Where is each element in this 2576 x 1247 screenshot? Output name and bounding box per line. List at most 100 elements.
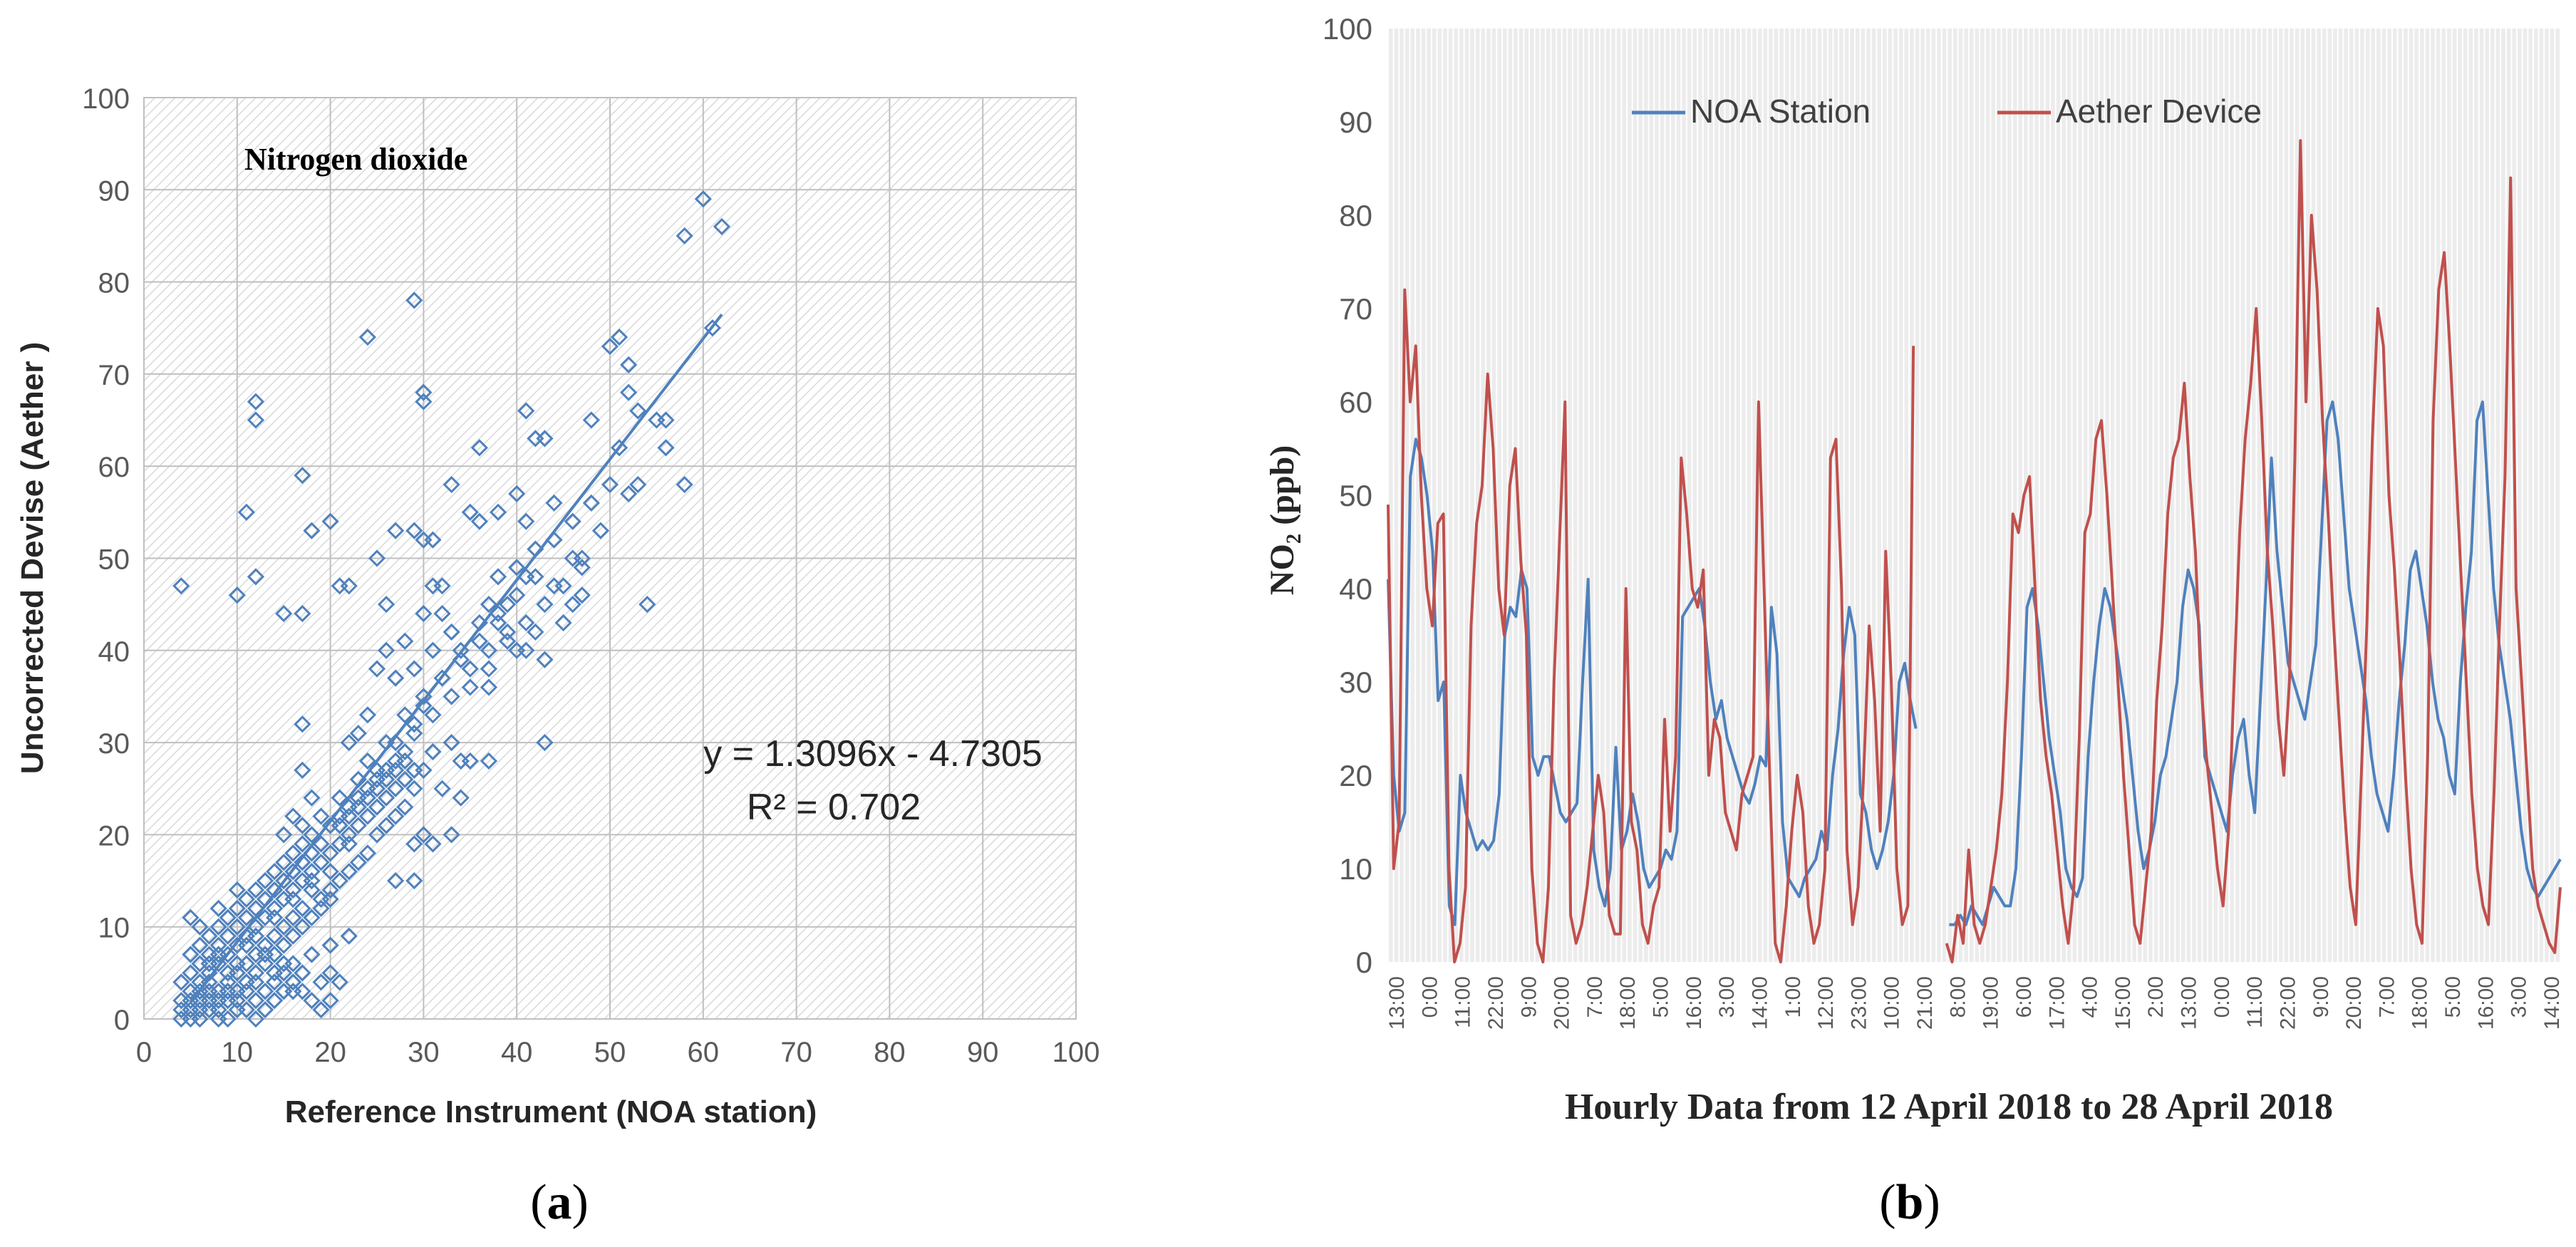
scatter-point	[461, 503, 479, 521]
scatter-point	[508, 559, 526, 576]
scatter-point	[573, 586, 591, 604]
x-tick-labels-b: 13:00 0:00 11:00 22:00 9:00 20:00 7:00 18:00 5:0…	[1385, 976, 2564, 1030]
scatter-point	[284, 955, 302, 973]
scatter-point	[396, 632, 414, 650]
y-tick-label: 80	[98, 268, 130, 299]
scatter-point	[321, 881, 339, 899]
x-tick-label: 11:00	[2243, 976, 2267, 1028]
scatter-point	[396, 706, 414, 724]
x-tick-label: 12:00	[1814, 976, 1838, 1030]
scatter-point	[340, 835, 358, 853]
scatter-point	[275, 964, 293, 982]
scatter-point	[489, 614, 507, 632]
scatter-point	[284, 927, 302, 945]
scatter-point	[470, 512, 489, 530]
scatter-point	[358, 752, 377, 770]
scatter-point	[247, 411, 265, 429]
scatter-point	[387, 871, 405, 890]
scatter-point	[256, 936, 274, 954]
y-tick-label: 70	[1339, 292, 1372, 326]
scatter-point	[610, 328, 629, 346]
panel-label-b-letter: b	[1896, 1175, 1924, 1230]
scatter-point	[527, 623, 544, 641]
scatter-point	[219, 983, 237, 1000]
scatter-point	[396, 770, 414, 788]
scatter-point	[415, 697, 433, 715]
scatter-point	[219, 964, 237, 982]
scatter-point	[508, 586, 526, 604]
scatter-point	[405, 871, 423, 890]
scatter-point	[321, 844, 339, 862]
scatter-point	[284, 881, 302, 899]
scatter-point	[210, 992, 227, 1010]
scatter-point	[424, 706, 442, 724]
scatter-point	[237, 890, 256, 909]
scatter-point	[294, 964, 311, 982]
y-tick-labels-a: 0 10 20 30 40 50 60 70 80 90 100	[82, 83, 130, 1036]
scatter-point	[489, 503, 507, 521]
scatter-point	[331, 973, 348, 991]
x-tick-label: 22:00	[1484, 976, 1508, 1030]
scatter-point	[284, 973, 302, 991]
scatter-point	[480, 641, 498, 659]
scatter-point	[321, 890, 339, 909]
scatter-point	[200, 973, 218, 991]
x-axis-title-b: Hourly Data from 12 April 2018 to 28 Apr…	[1565, 1087, 2333, 1127]
y-tick-label: 40	[1339, 572, 1372, 606]
y-tick-label: 30	[98, 728, 130, 760]
scatter-point	[265, 909, 284, 926]
scatter-point	[331, 817, 348, 834]
scatter-point	[703, 319, 722, 337]
scatter-point	[443, 623, 460, 641]
scatter-point	[517, 402, 535, 420]
legend-label-noa: NOA Station	[1690, 93, 1871, 130]
scatter-point	[247, 992, 265, 1010]
scatter-point	[200, 927, 218, 945]
x-tick-label: 11:00	[1452, 976, 1475, 1028]
scatter-point	[396, 742, 414, 761]
scatter-point	[657, 411, 675, 429]
scatter-point	[377, 817, 395, 834]
scatter-point	[554, 577, 572, 595]
scatter-point	[312, 854, 330, 871]
y-tick-label: 60	[1339, 386, 1372, 419]
scatter-point	[498, 596, 517, 614]
scatter-point	[256, 871, 274, 890]
scatter-point	[470, 439, 489, 457]
grid-lines-a	[143, 97, 1077, 1020]
scatter-point	[629, 402, 647, 420]
scatter-point	[219, 909, 237, 926]
y-tick-labels-b: 0 10 20 30 40 50 60 70 80 90 100	[1323, 12, 1372, 979]
scatter-point	[265, 899, 284, 917]
x-tick-label: 14:00	[1748, 976, 1771, 1030]
series-line-noa-station	[1387, 438, 1918, 926]
x-tick-label: 13:00	[2178, 976, 2201, 1030]
scatter-point	[377, 789, 395, 807]
x-tick-label: 5:00	[2441, 976, 2465, 1018]
scatter-point	[387, 807, 405, 825]
y-tick-label: 50	[1339, 479, 1372, 512]
scatter-point	[480, 752, 498, 770]
scatter-point	[620, 356, 638, 374]
scatter-point	[508, 641, 526, 659]
scatter-point	[527, 568, 544, 586]
x-tick-label: 20:00	[1551, 976, 1574, 1030]
scatter-point	[368, 770, 386, 788]
scatter-point	[275, 826, 293, 844]
scatter-point	[237, 503, 256, 521]
scatter-point	[331, 789, 348, 807]
scatter-point	[387, 780, 405, 797]
scatter-point	[573, 559, 591, 576]
x-tick-label: 3:00	[1715, 976, 1739, 1018]
scatter-point	[536, 430, 554, 447]
scatter-point	[564, 596, 581, 614]
scatter-point	[237, 936, 256, 954]
scatter-point	[294, 817, 311, 834]
x-tick-label: 0	[136, 1037, 152, 1068]
y-tick-label: 50	[98, 544, 130, 576]
scatter-point	[443, 733, 460, 752]
scatter-point	[433, 604, 451, 623]
scatter-point	[349, 725, 367, 742]
scatter-point	[182, 909, 200, 926]
x-tick-label: 5:00	[1650, 976, 1673, 1018]
